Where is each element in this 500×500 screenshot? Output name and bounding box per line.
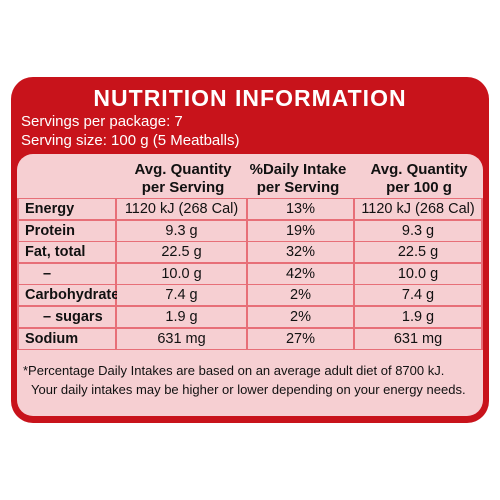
- row-label: – sugars: [19, 307, 115, 327]
- row-label: Carbohydrate: [19, 285, 119, 306]
- cell-per-100g: 22.5 g: [355, 242, 481, 263]
- footnote: *Percentage Daily Intakes are based on a…: [23, 361, 477, 399]
- header-daily-intake-line1: %Daily Intake: [249, 161, 347, 178]
- header-avg-per-serving-line1: Avg. Quantity: [134, 161, 232, 178]
- nutrition-table: Avg. Quantity per Serving %Daily Intake …: [17, 154, 483, 416]
- header-daily-intake: %Daily Intake per Serving: [244, 161, 352, 197]
- cell-per-100g: 1120 kJ (268 Cal): [355, 199, 481, 219]
- cell-per-100g: 1.9 g: [355, 307, 481, 327]
- cell-per-serving: 22.5 g: [117, 242, 246, 263]
- cell-per-100g: 10.0 g: [355, 263, 481, 284]
- table-row: – sugars 1.9 g 2% 1.9 g: [17, 306, 483, 327]
- cell-per-serving: 10.0 g: [117, 263, 246, 284]
- cell-per-100g: 9.3 g: [355, 220, 481, 241]
- row-label: Fat, total: [19, 242, 115, 263]
- serving-size: Serving size: 100 g (5 Meatballs): [21, 132, 240, 149]
- cell-daily-intake: 2%: [248, 307, 353, 327]
- row-label: Sodium: [19, 328, 115, 349]
- header-avg-per-100g: Avg. Quantity per 100 g: [360, 161, 478, 197]
- cell-daily-intake: 2%: [248, 285, 353, 306]
- row-label: – saturated: [19, 263, 115, 303]
- table-header: Avg. Quantity per Serving %Daily Intake …: [17, 161, 483, 201]
- table-body: Energy 1120 kJ (268 Cal) 13% 1120 kJ (26…: [17, 198, 483, 350]
- cell-daily-intake: 19%: [248, 220, 353, 241]
- header-avg-per-100g-line1: Avg. Quantity: [370, 161, 468, 178]
- cell-per-serving: 1120 kJ (268 Cal): [117, 199, 246, 219]
- cell-per-100g: 631 mg: [355, 328, 481, 349]
- cell-daily-intake: 42%: [248, 263, 353, 284]
- nutrition-panel: NUTRITION INFORMATION Servings per packa…: [11, 77, 489, 423]
- table-row: Fat, total 22.5 g 32% 22.5 g: [17, 241, 483, 263]
- header-avg-per-serving-line2: per Serving: [141, 179, 225, 196]
- cell-per-100g: 7.4 g: [355, 285, 481, 306]
- cell-daily-intake: 32%: [248, 242, 353, 263]
- cell-per-serving: 7.4 g: [117, 285, 246, 306]
- table-row: – saturated 10.0 g 42% 10.0 g: [17, 263, 483, 303]
- table-row: Sodium 631 mg 27% 631 mg: [17, 328, 483, 349]
- cell-daily-intake: 27%: [248, 328, 353, 349]
- header-avg-per-serving: Avg. Quantity per Serving: [117, 161, 249, 197]
- footnote-line1: *Percentage Daily Intakes are based on a…: [23, 363, 445, 378]
- row-label: Energy: [19, 199, 115, 219]
- header-avg-per-100g-line2: per 100 g: [386, 179, 452, 196]
- cell-per-serving: 1.9 g: [117, 307, 246, 327]
- footnote-line2: Your daily intakes may be higher or lowe…: [31, 382, 466, 397]
- table-row: Energy 1120 kJ (268 Cal) 13% 1120 kJ (26…: [17, 198, 483, 219]
- servings-per-package: Servings per package: 7: [21, 113, 183, 130]
- cell-per-serving: 631 mg: [117, 328, 246, 349]
- cell-daily-intake: 13%: [248, 199, 353, 219]
- cell-per-serving: 9.3 g: [117, 220, 246, 241]
- nutrition-title: NUTRITION INFORMATION: [93, 85, 407, 111]
- table-row: Protein 9.3 g 19% 9.3 g: [17, 220, 483, 241]
- header-daily-intake-line2: per Serving: [256, 179, 340, 196]
- row-label: Protein: [19, 220, 115, 241]
- table-row: Carbohydrate 7.4 g 2% 7.4 g: [17, 284, 483, 306]
